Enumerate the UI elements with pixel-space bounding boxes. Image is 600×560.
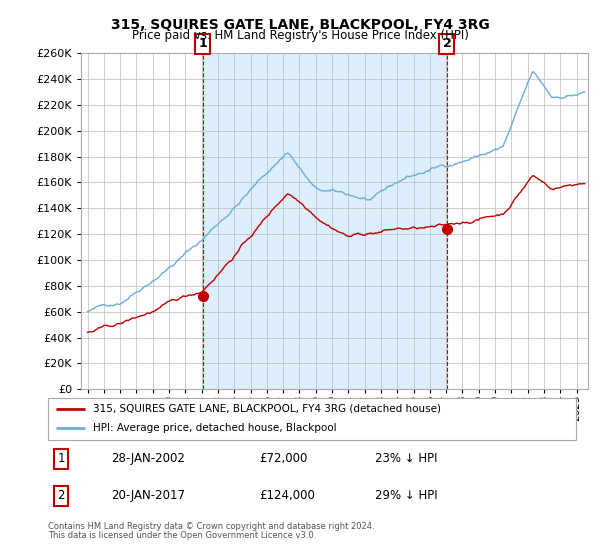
Text: This data is licensed under the Open Government Licence v3.0.: This data is licensed under the Open Gov… xyxy=(48,531,316,540)
Text: £124,000: £124,000 xyxy=(259,489,315,502)
Text: 20-JAN-2017: 20-JAN-2017 xyxy=(112,489,185,502)
Text: 28-JAN-2002: 28-JAN-2002 xyxy=(112,452,185,465)
Text: 29% ↓ HPI: 29% ↓ HPI xyxy=(376,489,438,502)
Text: Contains HM Land Registry data © Crown copyright and database right 2024.: Contains HM Land Registry data © Crown c… xyxy=(48,522,374,531)
Text: 2: 2 xyxy=(58,489,65,502)
Text: 1: 1 xyxy=(58,452,65,465)
Text: £72,000: £72,000 xyxy=(259,452,308,465)
Bar xyxy=(203,53,447,389)
Text: 315, SQUIRES GATE LANE, BLACKPOOL, FY4 3RG: 315, SQUIRES GATE LANE, BLACKPOOL, FY4 3… xyxy=(110,18,490,32)
Text: 315, SQUIRES GATE LANE, BLACKPOOL, FY4 3RG (detached house): 315, SQUIRES GATE LANE, BLACKPOOL, FY4 3… xyxy=(93,404,441,414)
Text: 23% ↓ HPI: 23% ↓ HPI xyxy=(376,452,438,465)
FancyBboxPatch shape xyxy=(48,398,576,440)
Text: Price paid vs. HM Land Registry's House Price Index (HPI): Price paid vs. HM Land Registry's House … xyxy=(131,29,469,42)
Text: HPI: Average price, detached house, Blackpool: HPI: Average price, detached house, Blac… xyxy=(93,423,337,433)
Text: 2: 2 xyxy=(443,38,451,50)
Text: 1: 1 xyxy=(199,38,207,50)
